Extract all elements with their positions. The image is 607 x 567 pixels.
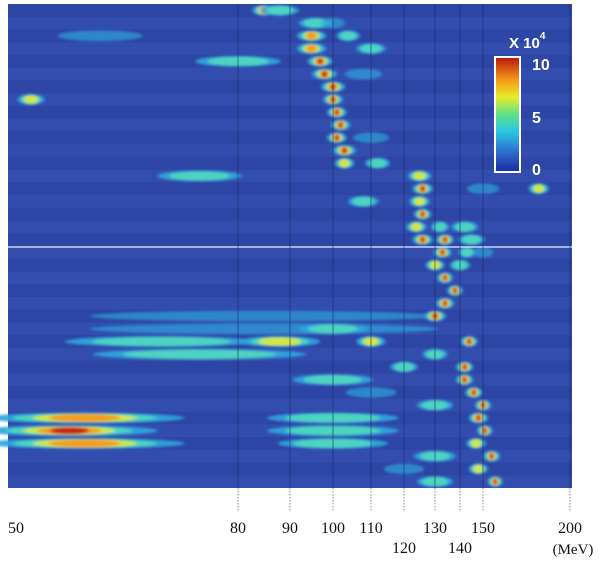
intensity-hotspot [306, 32, 317, 40]
intensity-hotspot [169, 171, 231, 181]
intensity-hotspot [476, 414, 481, 422]
colorbar-tick-label: 10 [532, 57, 550, 75]
intensity-hotspot [462, 376, 467, 384]
intensity-hotspot [122, 349, 277, 359]
colorbar-multiplier-text: X 10 [509, 35, 540, 52]
intensity-hotspot [443, 299, 447, 307]
x-tick-label: 120 [392, 540, 416, 557]
intensity-hotspot [460, 247, 474, 258]
intensity-hotspot [317, 57, 323, 65]
intensity-hotspot [91, 336, 231, 347]
intensity-hotspot [89, 310, 439, 322]
intensity-hotspot [57, 30, 143, 42]
colorbar-exponent: 4 [539, 31, 546, 42]
intensity-hotspot [493, 478, 498, 486]
intensity-hotspot [411, 222, 422, 232]
intensity-hotspot [339, 159, 350, 168]
intensity-hotspot [334, 134, 339, 142]
x-unit-label: (MeV) [552, 542, 594, 558]
intensity-hotspot [473, 464, 484, 474]
x-tick-label: 50 [8, 520, 24, 537]
intensity-hotspot [339, 31, 357, 41]
intensity-hotspot [467, 338, 472, 345]
colorbar-tick-label: 0 [532, 162, 541, 179]
intensity-hotspot [258, 337, 301, 346]
colorbar [494, 56, 521, 173]
intensity-hotspot [352, 196, 375, 207]
intensity-hotspot [420, 236, 425, 244]
intensity-hotspot [368, 158, 387, 168]
x-tick-label: 110 [359, 520, 383, 537]
x-tick-label: 140 [448, 540, 472, 557]
intensity-hotspot [453, 287, 457, 295]
intensity-hotspot [471, 389, 476, 396]
intensity-hotspot [420, 210, 425, 218]
colorbar-multiplier: X 104 [509, 31, 546, 52]
intensity-hotspot [420, 185, 425, 193]
intensity-hotspot [471, 439, 482, 448]
intensity-hotspot [344, 68, 383, 80]
x-tick-label: 90 [282, 520, 298, 537]
intensity-hotspot [338, 121, 343, 129]
intensity-hotspot [482, 427, 487, 435]
intensity-hotspot [265, 5, 294, 16]
intensity-hotspot [489, 452, 494, 460]
intensity-hotspot [454, 222, 475, 232]
intensity-hotspot [334, 108, 339, 116]
intensity-hotspot [443, 236, 447, 244]
intensity-hotspot [306, 44, 317, 53]
x-tick-label: 130 [423, 520, 447, 537]
intensity-hotspot [48, 439, 121, 448]
intensity-hotspot [341, 147, 347, 154]
intensity-hotspot [48, 414, 121, 422]
colorbar-tick-label: 5 [532, 109, 541, 127]
x-tick-label: 80 [230, 520, 246, 537]
intensity-hotspot [321, 70, 328, 78]
x-tick-label: 150 [471, 520, 495, 537]
intensity-hotspot [440, 248, 445, 256]
intensity-hotspot [413, 171, 426, 181]
intensity-hotspot [49, 427, 89, 435]
intensity-hotspot [89, 323, 439, 335]
x-tick-label: 200 [558, 520, 582, 537]
intensity-hotspot [533, 184, 544, 193]
intensity-hotspot [23, 95, 39, 104]
intensity-hotspot [462, 363, 467, 371]
intensity-hotspot [443, 274, 447, 282]
x-tick-label: 100 [321, 520, 345, 537]
intensity-hotspot [461, 234, 482, 245]
intensity-hotspot [414, 197, 425, 206]
intensity-hotspot [303, 18, 328, 28]
intensity-hotspot [433, 222, 447, 232]
